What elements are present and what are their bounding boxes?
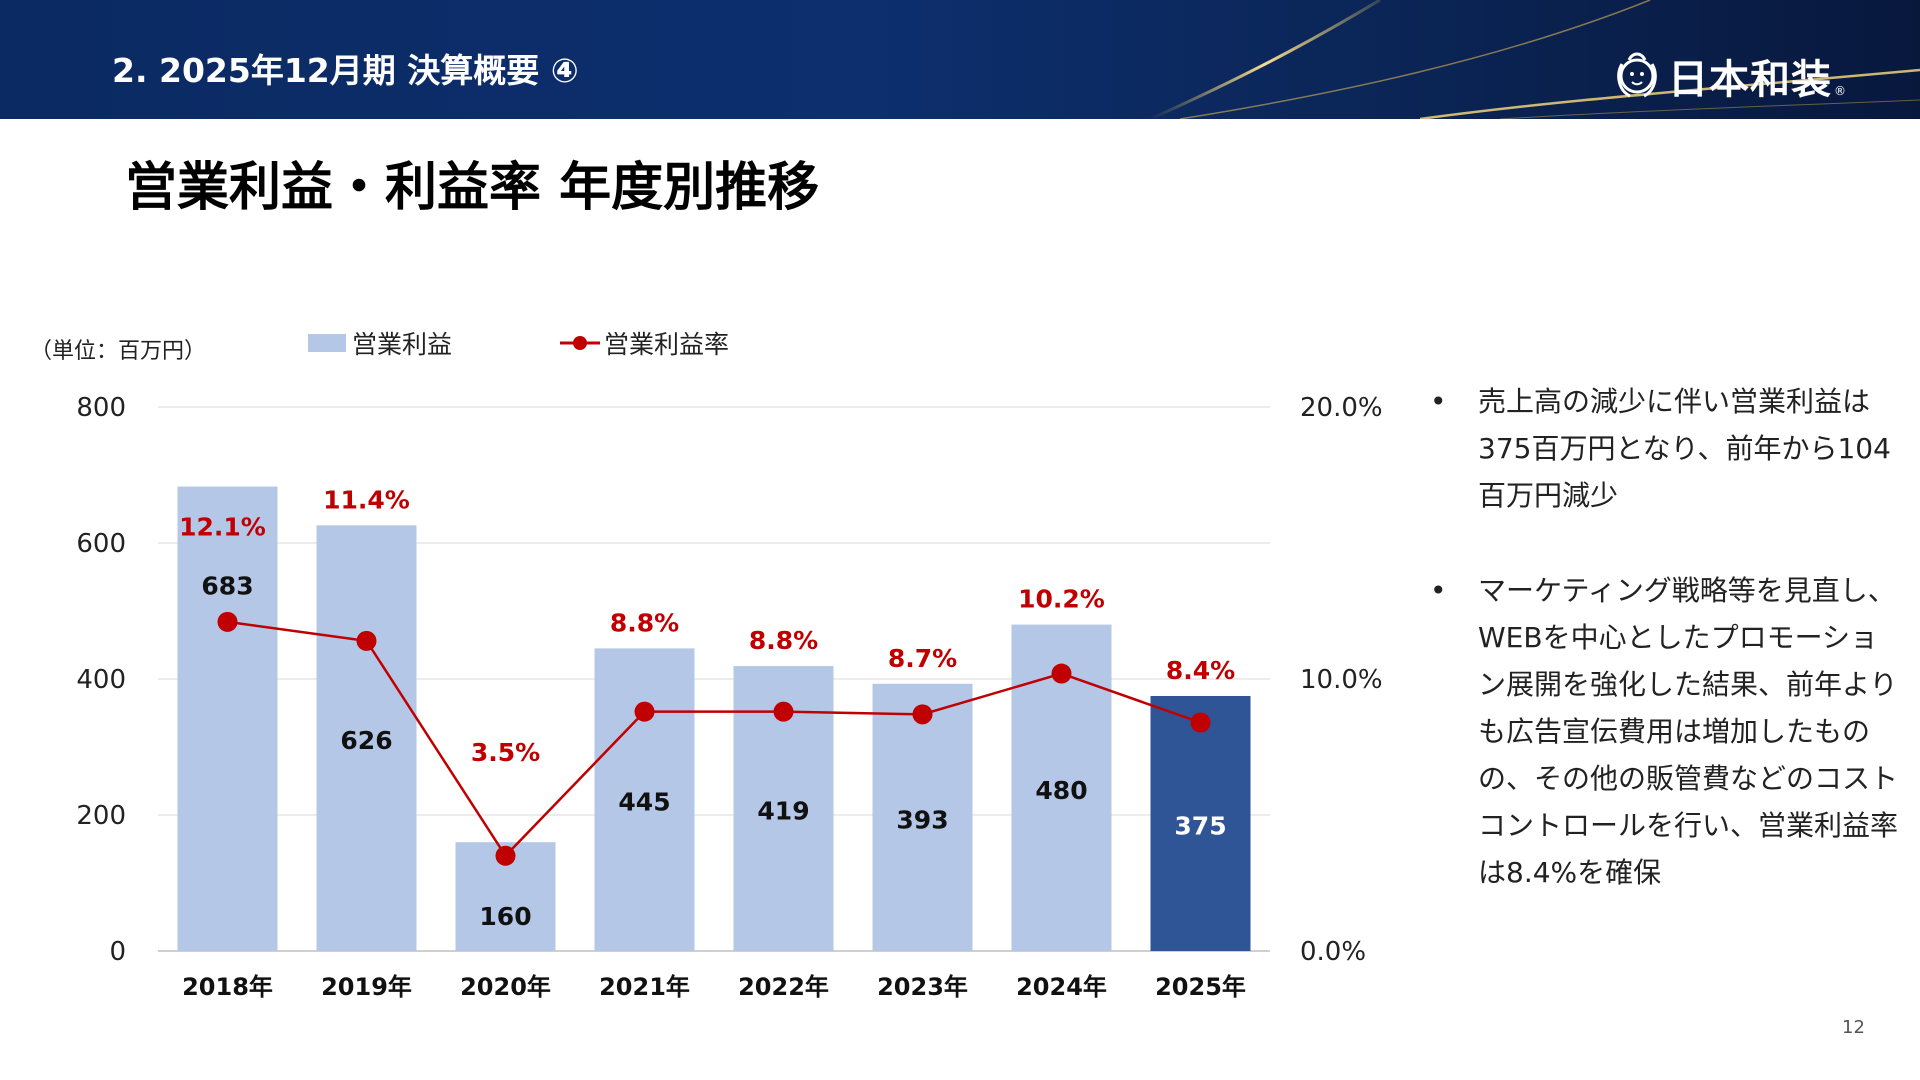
margin-point [356,630,377,651]
bar-value-label: 480 [1035,776,1087,805]
bar-value-label: 375 [1174,812,1226,841]
company-logo: 日本和装 ® [1612,48,1852,104]
bar [594,648,695,951]
x-tick-label: 2019年 [321,973,412,1001]
y-left-tick-label: 200 [76,801,126,831]
bar-value-label: 160 [479,902,531,931]
bullet-marker: • [1430,385,1447,418]
margin-point [1051,663,1072,684]
x-tick-label: 2022年 [738,973,829,1001]
page-number: 12 [1842,1017,1865,1038]
legend-item-operating-profit: 営業利益 [308,326,452,360]
margin-value-label: 8.7% [888,644,957,673]
y-right-tick-label: 20.0% [1300,393,1383,423]
legend-item-operating-margin: 営業利益率 [560,326,729,360]
x-tick-label: 2021年 [599,973,690,1001]
margin-value-label: 10.2% [1018,585,1105,614]
legend-bar-swatch [308,334,346,352]
margin-value-label: 12.1% [179,513,266,542]
margin-point [495,845,516,866]
bar-value-label: 683 [201,572,253,601]
bar-value-label: 626 [340,726,392,755]
bar [872,683,973,951]
x-tick-label: 2020年 [460,973,551,1001]
margin-value-label: 8.4% [1166,656,1235,685]
y-left-tick-label: 400 [76,665,126,695]
logo-registered-mark: ® [1834,84,1846,98]
bar [177,486,278,951]
header-gold-streak [1149,0,1920,119]
bar [1150,696,1251,951]
margin-point [217,611,238,632]
margin-point [634,701,655,722]
page-title: 営業利益・利益率 年度別推移 [125,158,820,218]
legend-line-label: 営業利益率 [604,330,730,359]
margin-value-label: 11.4% [323,485,410,514]
bar-value-label: 419 [757,797,809,826]
y-left-tick-label: 0 [109,937,126,967]
commentary-bullets: • 売上高の減少に伴い営業利益は375百万円となり、前年から104百万円減少 •… [1430,378,1900,944]
legend-line-swatch [560,336,600,350]
y-right-tick-label: 0.0% [1300,937,1366,967]
bullet-text: 売上高の減少に伴い営業利益は375百万円となり、前年から104百万円減少 [1478,385,1891,512]
y-right-tick-label: 10.0% [1300,665,1383,695]
margin-line [227,620,1201,858]
logo-emblem-icon [1617,52,1657,98]
margin-point [1190,712,1211,733]
bullet-text: マーケティング戦略等を見直し、WEBを中心としたプロモーション展開を強化した結果… [1478,574,1899,889]
unit-label: （単位：百万円） [30,339,207,364]
margin-point [773,701,794,722]
header-band: 2. 2025年12月期 決算概要 ④ 日本和装 ® [0,0,1920,119]
y-left-tick-label: 800 [76,393,126,423]
bar [316,525,417,951]
margin-value-label: 8.8% [749,626,818,655]
margin-value-label: 3.5% [471,738,540,767]
legend-bar-label: 営業利益 [352,330,453,359]
y-left-tick-label: 600 [76,529,126,559]
bar-value-label: 393 [896,805,948,834]
margin-point [912,704,933,725]
bar-value-label: 445 [618,788,670,817]
x-tick-label: 2024年 [1016,973,1107,1001]
x-tick-label: 2023年 [877,973,968,1001]
bullet-marker: • [1430,574,1447,607]
section-title: 2. 2025年12月期 決算概要 ④ [112,51,579,90]
logo-text: 日本和装 [1668,57,1832,103]
margin-value-label: 8.8% [610,608,679,637]
x-tick-label: 2018年 [182,973,273,1001]
bullet-item: • マーケティング戦略等を見直し、WEBを中心としたプロモーション展開を強化した… [1430,567,1900,896]
bullet-item: • 売上高の減少に伴い営業利益は375百万円となり、前年から104百万円減少 [1430,378,1900,519]
x-tick-label: 2025年 [1155,973,1246,1001]
